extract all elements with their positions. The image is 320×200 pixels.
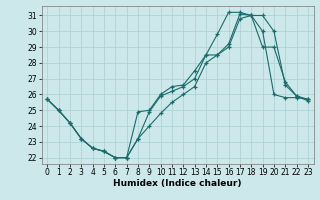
X-axis label: Humidex (Indice chaleur): Humidex (Indice chaleur): [113, 179, 242, 188]
